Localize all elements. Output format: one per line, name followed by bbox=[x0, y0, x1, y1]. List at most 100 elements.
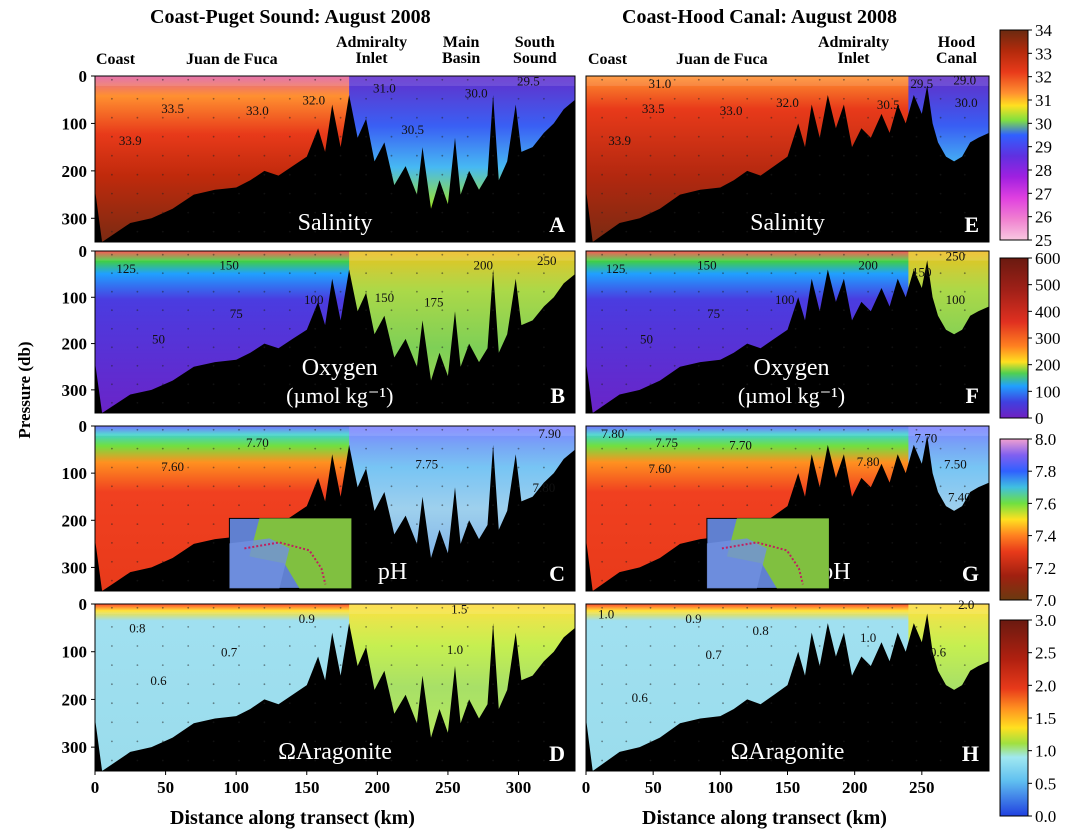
colorbar-tick-B-0: 600 bbox=[1035, 249, 1061, 268]
contour-label-F-3: 75 bbox=[707, 306, 720, 321]
contour-label-F-8: 100 bbox=[946, 292, 966, 307]
y-tick-C-1: 100 bbox=[62, 464, 88, 483]
contour-label-F-7: 250 bbox=[946, 248, 966, 263]
contour-label-D-2: 0.7 bbox=[221, 645, 238, 660]
panel-A: 33.9 33.5 33.0 32.0 31.0 30.5 30.0 29.5 Salinity… bbox=[62, 67, 576, 243]
contour-label-A-1: 33.5 bbox=[161, 101, 184, 116]
colorbar-tick-D-4: 1.0 bbox=[1035, 742, 1056, 761]
contour-label-B-2: 100 bbox=[304, 292, 324, 307]
y-tick-D-2: 200 bbox=[62, 690, 88, 709]
panel-B-frame bbox=[94, 250, 576, 414]
variable-label-D: ΩAragonite bbox=[278, 739, 392, 765]
colorbar-tick-C-3: 7.4 bbox=[1035, 527, 1057, 546]
panel-letter-C: C bbox=[549, 561, 565, 586]
contour-label-F-5: 200 bbox=[858, 258, 878, 273]
contour-label-A-4: 31.0 bbox=[373, 81, 396, 96]
contour-label-C-1: 7.60 bbox=[161, 459, 184, 474]
panel-A-bathymetry bbox=[95, 95, 575, 242]
contour-label-E-5: 30.5 bbox=[877, 97, 900, 112]
panel-letter-G: G bbox=[962, 561, 979, 586]
colorbar-tick-D-5: 0.5 bbox=[1035, 774, 1056, 793]
panel-D: 0.8 0.9 0.7 0.6 1.0 1.5 ΩAragonite D 0 100 200 300 bbox=[62, 595, 576, 772]
y-tick-B-3: 300 bbox=[62, 381, 88, 400]
contour-label-B-3: 75 bbox=[230, 306, 243, 321]
contour-label-B-8: 250 bbox=[537, 253, 557, 268]
contour-label-C-4: 7.80 bbox=[533, 480, 556, 495]
x-tick-left-6: 300 bbox=[506, 778, 532, 797]
colorbar-tick-D-2: 2.0 bbox=[1035, 676, 1056, 695]
x-tick-right-2: 100 bbox=[708, 778, 734, 797]
contour-label-G-0: 7.80 bbox=[602, 426, 625, 441]
contour-label-E-0: 33.9 bbox=[608, 133, 631, 148]
contour-label-E-1: 33.5 bbox=[642, 101, 665, 116]
variable-label-F: Oxygen bbox=[754, 355, 830, 381]
region-label-hood-canal: Hood Canal bbox=[936, 34, 977, 67]
contour-label-E-8: 30.0 bbox=[955, 95, 978, 110]
colorbar-tick-C-2: 7.6 bbox=[1035, 494, 1056, 513]
colorbar-tick-D-1: 2.5 bbox=[1035, 644, 1056, 663]
panel-F-bathymetry bbox=[586, 260, 989, 413]
x-tick-right-4: 200 bbox=[842, 778, 868, 797]
panel-D-surface-layer bbox=[95, 604, 575, 615]
panel-E-surface-layer bbox=[586, 76, 989, 86]
contour-label-F-0: 125 bbox=[606, 261, 626, 276]
colorbar-tick-A-6: 28 bbox=[1035, 161, 1052, 180]
y-tick-A-3: 300 bbox=[62, 209, 88, 228]
panel-F: 125 150 100 75 50 200 150 250 100 Oxygen(µmol kg⁻… bbox=[585, 248, 990, 414]
contour-label-G-2: 7.70 bbox=[729, 438, 752, 453]
y-tick-D-1: 100 bbox=[62, 643, 88, 662]
y-tick-B-0: 0 bbox=[79, 242, 88, 261]
colorbar-tick-A-8: 26 bbox=[1035, 208, 1052, 227]
x-tick-right-3: 150 bbox=[775, 778, 801, 797]
panel-G-bathymetry bbox=[586, 435, 989, 591]
y-tick-C-2: 200 bbox=[62, 511, 88, 530]
colorbar-tick-A-2: 32 bbox=[1035, 68, 1052, 87]
contour-label-A-7: 29.5 bbox=[517, 74, 540, 89]
panel-letter-H: H bbox=[962, 741, 979, 766]
contour-label-E-2: 33.0 bbox=[720, 103, 743, 118]
contour-label-H-0: 1.0 bbox=[598, 606, 614, 621]
colorbar-tick-A-9: 25 bbox=[1035, 231, 1052, 250]
colorbar-salinity: 34 33 32 31 30 29 28 27 26 25 bbox=[999, 21, 1053, 250]
x-tick-left-2: 100 bbox=[223, 778, 249, 797]
panel-B: 125 150 100 75 50 150 175 200 250 Oxygen(µmol kg⁻… bbox=[62, 242, 576, 414]
colorbar-oxygen: 600 500 400 300 200 100 0 bbox=[999, 249, 1061, 428]
x-tick-left-5: 250 bbox=[435, 778, 461, 797]
contour-label-H-2: 0.8 bbox=[752, 623, 768, 638]
panel-G-surface-layer bbox=[586, 426, 989, 436]
variable-label-A: Salinity bbox=[298, 210, 373, 236]
y-tick-A-1: 100 bbox=[62, 114, 88, 133]
colorbar-tick-A-7: 27 bbox=[1035, 184, 1053, 203]
panel-C-surface-layer bbox=[95, 426, 575, 436]
contour-label-F-2: 100 bbox=[775, 292, 795, 307]
contour-label-A-5: 30.5 bbox=[401, 122, 424, 137]
variable-label-B: Oxygen bbox=[302, 355, 378, 381]
colorbar-tick-C-5: 7.0 bbox=[1035, 591, 1056, 610]
contour-label-E-4: 31.0 bbox=[649, 76, 672, 91]
contour-label-D-0: 0.8 bbox=[129, 621, 145, 636]
y-tick-B-2: 200 bbox=[62, 335, 88, 354]
colorbar-tick-A-1: 33 bbox=[1035, 44, 1052, 63]
panel-letter-B: B bbox=[550, 383, 565, 408]
contour-label-E-3: 32.0 bbox=[776, 95, 799, 110]
contour-label-G-4: 7.80 bbox=[857, 454, 880, 469]
contour-label-A-6: 30.0 bbox=[465, 85, 488, 100]
panel-D-frame bbox=[94, 603, 576, 772]
variable-units-B: (µmol kg⁻¹) bbox=[286, 383, 393, 408]
contour-label-B-1: 150 bbox=[219, 258, 239, 273]
x-tick-right-1: 50 bbox=[645, 778, 662, 797]
contour-label-A-2: 33.0 bbox=[246, 103, 269, 118]
contour-label-D-1: 0.9 bbox=[299, 611, 315, 626]
contour-label-B-6: 175 bbox=[424, 295, 444, 310]
contour-label-C-3: 7.90 bbox=[538, 426, 561, 441]
contour-label-F-1: 150 bbox=[697, 258, 717, 273]
contour-label-G-7: 7.40 bbox=[948, 489, 971, 504]
y-tick-D-0: 0 bbox=[79, 595, 88, 614]
left-column-title: Coast-Puget Sound: August 2008 bbox=[150, 6, 431, 28]
contour-label-H-6: 0.6 bbox=[930, 645, 947, 660]
colorbar-tick-A-5: 29 bbox=[1035, 138, 1052, 157]
contour-label-B-7: 200 bbox=[473, 258, 493, 273]
